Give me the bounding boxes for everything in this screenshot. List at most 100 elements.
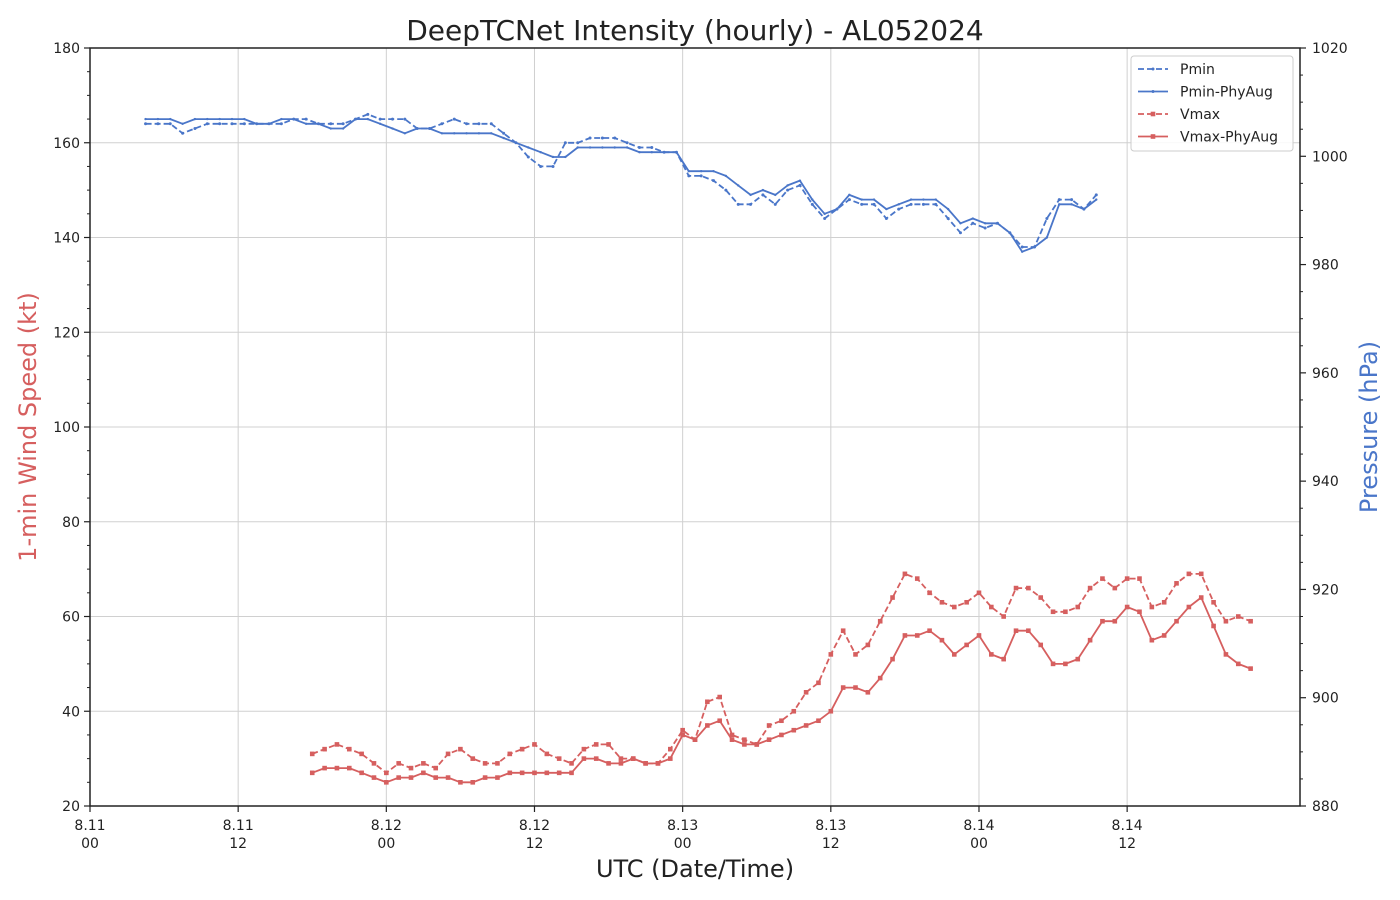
data-point — [810, 202, 814, 206]
x-tick-label-time: 00 — [970, 836, 988, 852]
series-vmax-phyaug — [309, 595, 1253, 785]
data-point — [1198, 595, 1204, 600]
data-point — [1161, 599, 1167, 605]
legend-box — [1130, 55, 1294, 152]
data-point — [544, 751, 550, 757]
data-point — [384, 780, 389, 785]
data-point — [625, 141, 629, 145]
data-point — [588, 146, 592, 149]
x-tick-label-date: 8.11 — [74, 818, 105, 834]
data-point — [1174, 581, 1179, 586]
data-point — [507, 751, 513, 757]
data-point — [877, 675, 883, 681]
data-point — [230, 122, 234, 126]
data-point — [279, 122, 283, 126]
data-point — [1063, 609, 1068, 615]
data-point — [749, 202, 753, 206]
data-point — [865, 642, 871, 648]
legend-marker — [1151, 90, 1155, 93]
data-point — [872, 202, 876, 206]
data-point — [341, 122, 345, 126]
data-point — [230, 117, 234, 121]
data-point — [638, 151, 641, 154]
data-point — [606, 742, 611, 747]
data-point — [786, 188, 790, 192]
data-point — [181, 122, 184, 126]
data-point — [939, 599, 945, 605]
data-point — [1001, 656, 1006, 662]
data-point — [304, 117, 308, 121]
data-point — [766, 737, 772, 742]
data-point — [539, 164, 543, 168]
x-tick-label-time: 12 — [1118, 836, 1136, 852]
data-point — [1075, 604, 1081, 610]
data-point — [482, 761, 488, 766]
data-point — [717, 718, 722, 724]
data-point — [1186, 571, 1192, 577]
data-point — [779, 732, 784, 738]
data-point — [600, 136, 604, 140]
data-point — [309, 751, 315, 757]
data-point — [934, 202, 938, 206]
x-tick-label-time: 00 — [81, 836, 99, 852]
data-point — [156, 122, 160, 126]
data-point — [774, 193, 777, 197]
series-layer — [144, 112, 1253, 785]
x-tick-label-time: 00 — [674, 836, 692, 852]
data-point — [482, 775, 488, 780]
data-point — [243, 117, 246, 121]
data-point — [951, 652, 957, 657]
chart-title: DeepTCNet Intensity (hourly) - AL052024 — [406, 14, 984, 47]
data-point — [976, 590, 982, 596]
data-point — [1235, 661, 1241, 667]
data-point — [421, 761, 426, 766]
data-point — [144, 117, 147, 121]
x-tick-label-date: 8.12 — [519, 818, 550, 834]
data-point — [255, 122, 258, 126]
data-point — [729, 737, 735, 742]
data-point — [1045, 217, 1049, 221]
data-point — [359, 770, 364, 776]
data-point — [618, 761, 624, 766]
data-point — [897, 203, 900, 206]
data-point — [848, 193, 851, 197]
y-left-tick-label: 140 — [53, 231, 80, 247]
x-tick-label-time: 12 — [229, 836, 247, 852]
legend-label: Pmin — [1180, 62, 1215, 78]
data-point — [927, 590, 932, 596]
data-point — [193, 127, 197, 131]
series-vmax — [309, 571, 1253, 776]
data-point — [408, 775, 414, 780]
data-point — [242, 122, 246, 126]
data-point — [322, 765, 327, 771]
data-point — [650, 151, 653, 154]
data-point — [1137, 576, 1142, 581]
data-point — [742, 742, 747, 747]
x-tick-label-time: 00 — [377, 836, 395, 852]
data-point — [532, 770, 537, 776]
data-point — [169, 117, 172, 121]
data-point — [699, 169, 703, 173]
data-point — [890, 595, 895, 600]
data-point — [193, 117, 197, 121]
y-left-tick-label: 20 — [62, 799, 80, 815]
data-point — [798, 183, 802, 187]
data-point — [1001, 614, 1006, 619]
data-point — [811, 198, 814, 201]
data-point — [1075, 656, 1081, 662]
x-axis-label: UTC (Date/Time) — [596, 855, 794, 883]
data-point — [576, 146, 579, 149]
data-point — [181, 131, 185, 135]
data-point — [828, 708, 834, 714]
data-point — [736, 202, 740, 206]
y-left-tick-label: 100 — [53, 420, 80, 436]
data-point — [1020, 250, 1024, 253]
data-point — [465, 132, 468, 135]
data-point — [514, 141, 518, 144]
data-point — [705, 699, 710, 705]
data-point — [840, 685, 846, 690]
data-point — [1082, 207, 1086, 211]
data-point — [1008, 231, 1012, 234]
data-point — [971, 217, 975, 220]
x-tick-label-date: 8.11 — [223, 818, 254, 834]
